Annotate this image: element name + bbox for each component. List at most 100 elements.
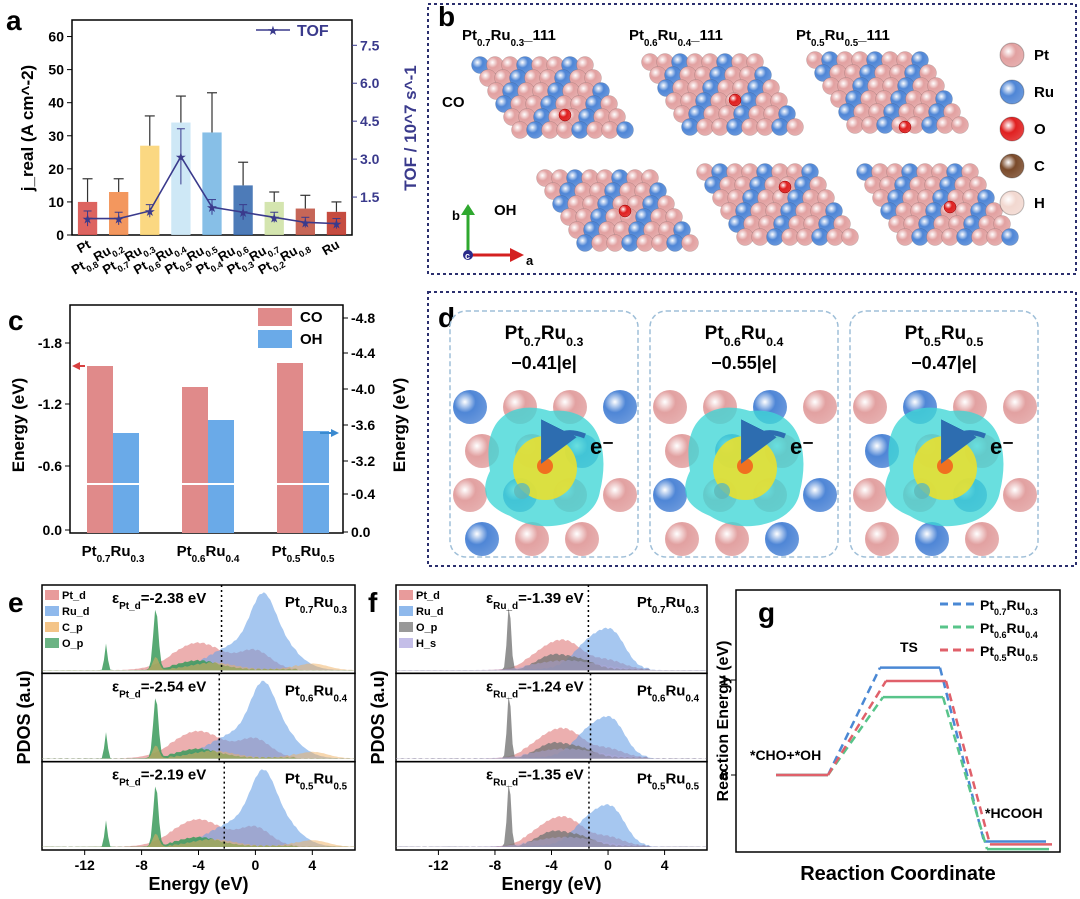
d-band-label-e-0: εPt_d=-2.38 eV bbox=[112, 590, 206, 612]
pdos-title-e-0: Pt0.7Ru0.3 bbox=[285, 594, 348, 616]
pdos-title-e-2-ru: Ru bbox=[313, 771, 333, 788]
eps: ε bbox=[112, 590, 119, 607]
ru-atom bbox=[911, 228, 929, 246]
pt-atom bbox=[896, 228, 914, 246]
ru-atom bbox=[921, 116, 939, 134]
pt-atom bbox=[971, 228, 989, 246]
axis-a-head bbox=[510, 248, 524, 262]
pdos-title-f-1-sub2: 0.4 bbox=[685, 693, 699, 704]
o-atom bbox=[943, 200, 957, 214]
y-tick-label-a: 30 bbox=[48, 128, 64, 144]
electron-label-2: e⁻ bbox=[990, 434, 1014, 459]
pdos-cp-2 bbox=[42, 833, 355, 847]
pt-atom bbox=[936, 116, 954, 134]
tof-point-a-5: ★ bbox=[237, 205, 249, 220]
cell-title-1: Pt0.6Ru0.4 bbox=[705, 323, 784, 349]
legend-label-g-0: Pt0.7Ru0.3 bbox=[980, 597, 1038, 617]
y-tick-label-c: -1.2 bbox=[38, 396, 62, 412]
pt-atom bbox=[696, 118, 714, 136]
sub: 0.5 bbox=[178, 259, 194, 274]
legend-atom-ru bbox=[999, 79, 1025, 105]
pt-atom bbox=[711, 118, 729, 136]
charge-map-1 bbox=[653, 390, 837, 556]
legend-swatch-co bbox=[258, 308, 292, 326]
sub: 0.8 bbox=[297, 244, 313, 259]
o-center-2 bbox=[937, 458, 953, 474]
eps-sub: Ru_d bbox=[493, 689, 518, 700]
indicator-right-head-c bbox=[331, 429, 339, 437]
pdos-rud-2 bbox=[42, 769, 355, 847]
cell-title-0-ru: Ru bbox=[541, 323, 566, 344]
pt-atom bbox=[986, 228, 1004, 246]
tof-point-a-7: ★ bbox=[300, 215, 312, 230]
axis-c-dot bbox=[463, 250, 473, 260]
pt-atom bbox=[736, 228, 754, 246]
ru-atom bbox=[766, 228, 784, 246]
d-band-label-f-0: εRu_d=-1.39 eV bbox=[486, 590, 584, 612]
tof-point-a-2: ★ bbox=[144, 204, 156, 219]
o-center-1 bbox=[737, 458, 753, 474]
pdos-op-0 bbox=[42, 609, 355, 671]
eps-val: =-2.19 eV bbox=[141, 767, 206, 784]
slab-co-1 bbox=[641, 53, 804, 136]
y2-axis-label-a: TOF / 10^7 s^-1 bbox=[401, 65, 420, 190]
eps: ε bbox=[486, 767, 493, 784]
x-tick-label-e: 4 bbox=[308, 857, 316, 873]
pt-atom-d bbox=[653, 390, 687, 424]
pdos-title-e-2: Pt0.5Ru0.5 bbox=[285, 771, 348, 793]
row-label-oh: OH bbox=[494, 202, 517, 219]
bar-oh-1 bbox=[208, 420, 234, 533]
x-tick-label-f: 0 bbox=[604, 857, 612, 873]
ru-atom bbox=[681, 118, 699, 136]
y-tick-label-a: 40 bbox=[48, 95, 64, 111]
y-tick-label-a: 10 bbox=[48, 194, 64, 210]
slab-co-2 bbox=[806, 51, 969, 134]
y-tick-label-a: 0 bbox=[56, 227, 64, 243]
tof-point-a-8: ★ bbox=[331, 217, 343, 232]
sub: 0.5 bbox=[321, 554, 335, 565]
pdos-op-2 bbox=[42, 786, 355, 847]
connector-g-0-0 bbox=[826, 667, 882, 776]
o-center-0 bbox=[537, 458, 553, 474]
sub: 0.3 bbox=[1025, 607, 1038, 617]
eps-val: =-1.24 eV bbox=[518, 678, 583, 695]
pt-atom bbox=[826, 228, 844, 246]
sub: 0.5 bbox=[287, 554, 301, 565]
o-atom bbox=[728, 93, 742, 107]
tof-point-a-4: ★ bbox=[206, 200, 218, 215]
axis-b-head bbox=[461, 204, 475, 215]
x-tick-label-a-5: Pt0.4Ru0.6 bbox=[193, 237, 250, 281]
ru-atom-d bbox=[915, 522, 949, 556]
pt-atom-d bbox=[515, 522, 549, 556]
cell-title-2-pt: Pt bbox=[905, 323, 925, 344]
ru-atom-d bbox=[465, 522, 499, 556]
sub: 0.6 bbox=[192, 554, 206, 565]
legend-swatch-f-0 bbox=[399, 590, 413, 600]
panel-label-e: e bbox=[8, 587, 24, 618]
ru-atom bbox=[1001, 228, 1019, 246]
x-tick-label-f: -12 bbox=[428, 857, 448, 873]
sub: 0.7 bbox=[97, 554, 111, 565]
y2-tick-label-a: 6.0 bbox=[360, 75, 380, 91]
slab-title-2-pt: Pt bbox=[796, 27, 811, 44]
y2-tick-label-c: -3.6 bbox=[351, 417, 375, 433]
slab-title-0-ru: Ru bbox=[491, 27, 511, 44]
eps-sub: Pt_d bbox=[119, 601, 141, 612]
legend-atom-o bbox=[999, 116, 1025, 142]
pdos-title-f-1: Pt0.6Ru0.4 bbox=[637, 682, 700, 704]
legend-label-oh: OH bbox=[300, 331, 323, 348]
charge-map-0 bbox=[453, 390, 637, 556]
d-band-label-e-1: εPt_d=-2.54 eV bbox=[112, 678, 206, 700]
bar-a-2 bbox=[140, 145, 160, 235]
eps: ε bbox=[486, 590, 493, 607]
slab-title-2-ru: Ru bbox=[825, 27, 845, 44]
y-tick-label-a: 60 bbox=[48, 29, 64, 45]
legend-atom-pt bbox=[999, 42, 1025, 68]
x-tick-label-a-7: Pt0.2Ru0.8 bbox=[255, 237, 312, 281]
cell-title-2-ru: Ru bbox=[941, 323, 966, 344]
slab-title-0-sub1: 0.7 bbox=[477, 38, 491, 49]
pdos-rud-1 bbox=[396, 715, 707, 759]
cell-title-1-sub2: 0.4 bbox=[766, 335, 783, 349]
pdos-title-f-0: Pt0.7Ru0.3 bbox=[637, 594, 700, 616]
